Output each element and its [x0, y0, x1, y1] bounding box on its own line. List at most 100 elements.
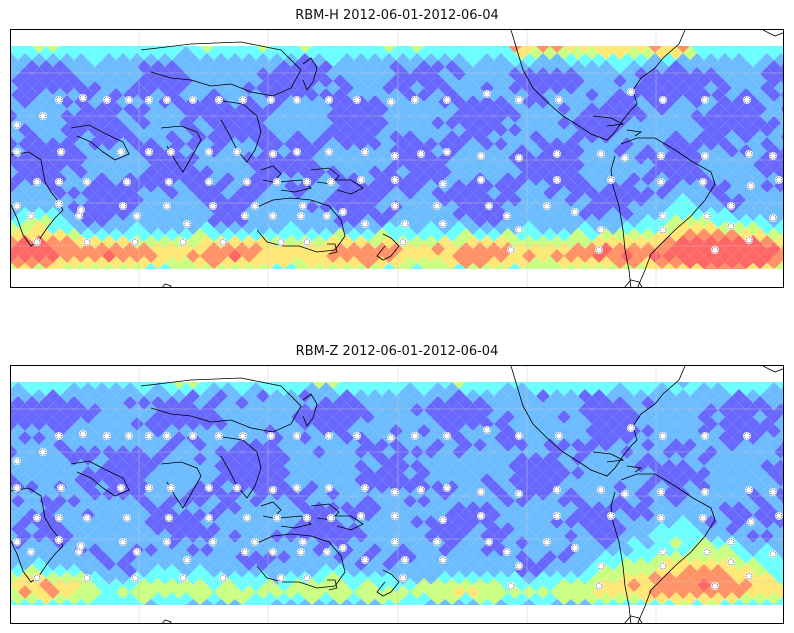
field-cell	[193, 256, 207, 269]
field-cell	[550, 382, 564, 389]
station-marker	[711, 246, 719, 254]
field-cell	[242, 46, 256, 53]
field-cell	[781, 77, 783, 85]
station-marker	[241, 548, 249, 556]
field-cell	[676, 46, 690, 53]
field-cell	[620, 382, 634, 389]
station-marker	[571, 208, 579, 216]
station-marker	[325, 96, 333, 104]
field-cell	[725, 592, 739, 605]
station-marker	[439, 220, 447, 228]
field-cell	[466, 382, 480, 389]
station-marker	[205, 178, 213, 186]
station-marker	[607, 176, 615, 184]
station-marker	[659, 212, 667, 220]
field-cell	[228, 46, 242, 53]
station-marker	[621, 154, 629, 162]
station-marker	[417, 486, 425, 494]
field-cell	[396, 599, 410, 605]
field-cell	[466, 263, 480, 269]
field-cell	[144, 599, 158, 605]
station-marker	[167, 484, 175, 492]
field-cell	[74, 382, 88, 389]
station-marker	[57, 148, 65, 156]
field-cell	[382, 46, 396, 53]
station-marker	[269, 486, 277, 494]
coastline-path	[278, 179, 312, 193]
station-marker	[303, 238, 311, 246]
station-marker	[515, 490, 523, 498]
field-cell	[305, 592, 319, 605]
station-marker	[727, 558, 735, 566]
field-cell	[550, 46, 564, 53]
field-cell	[424, 382, 438, 389]
field-cell	[774, 585, 783, 599]
field-cell	[11, 571, 18, 585]
field-cell	[81, 256, 95, 269]
station-marker	[303, 514, 311, 522]
station-marker	[477, 176, 485, 184]
field-cell	[144, 263, 158, 269]
field-cell	[214, 263, 228, 269]
station-marker	[131, 574, 139, 582]
field-cell	[494, 263, 508, 269]
field-cell	[571, 256, 585, 269]
field-cell	[109, 256, 123, 269]
coastline-path	[160, 125, 202, 173]
station-marker	[145, 484, 153, 492]
field-cell	[501, 256, 515, 269]
station-marker	[597, 486, 605, 494]
station-marker	[33, 238, 41, 246]
station-marker	[659, 432, 667, 440]
field-cell	[88, 599, 102, 605]
field-cell	[382, 263, 396, 269]
station-marker	[293, 148, 301, 156]
field-cell	[774, 46, 783, 53]
coastline-path	[11, 487, 64, 583]
field-cell	[781, 49, 783, 57]
field-cell	[774, 557, 783, 571]
field-cell	[508, 599, 522, 605]
field-cell	[459, 592, 473, 605]
field-cell	[774, 263, 783, 269]
field-cell	[557, 256, 571, 269]
field-cell	[690, 599, 704, 605]
station-marker	[701, 432, 709, 440]
field-cell	[634, 599, 648, 605]
station-marker	[769, 152, 777, 160]
station-marker	[179, 238, 187, 246]
field-cell	[326, 263, 340, 269]
station-marker	[83, 238, 91, 246]
field-cell	[774, 571, 783, 585]
field-cell	[249, 592, 263, 605]
field-cell	[774, 249, 783, 263]
field-cell	[123, 592, 137, 605]
field-cell	[214, 599, 228, 605]
field-cell	[438, 599, 452, 605]
station-marker	[515, 96, 523, 104]
coastline-path	[302, 57, 318, 91]
field-cell	[480, 263, 494, 269]
field-cell	[11, 207, 18, 221]
station-marker	[391, 512, 399, 520]
station-marker	[659, 226, 667, 234]
station-marker	[327, 514, 335, 522]
station-marker	[165, 178, 173, 186]
station-marker	[597, 150, 605, 158]
field-cell	[417, 256, 431, 269]
station-marker	[243, 178, 251, 186]
field-cell	[417, 592, 431, 605]
station-marker	[555, 96, 563, 104]
gridlines	[11, 366, 783, 623]
station-marker	[277, 574, 285, 582]
station-marker	[433, 538, 441, 546]
field-cell	[116, 46, 130, 53]
field-cell	[676, 599, 690, 605]
field-cell	[137, 256, 151, 269]
coastline-path	[762, 366, 783, 373]
field-cell	[340, 263, 354, 269]
field-cell	[494, 46, 508, 53]
field-cell	[550, 599, 564, 605]
field-cell	[60, 599, 74, 605]
field-cell	[67, 592, 81, 605]
